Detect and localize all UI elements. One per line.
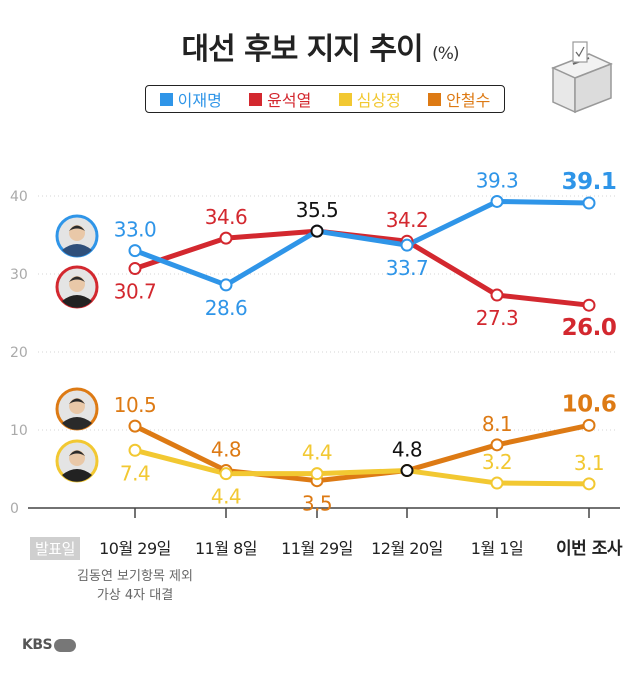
avatar-hair — [69, 276, 85, 282]
data-label: 33.0 — [114, 218, 157, 242]
data-label: 4.4 — [302, 441, 332, 465]
data-label: 4.4 — [211, 485, 241, 509]
data-point — [582, 477, 596, 491]
data-label: 28.6 — [205, 296, 248, 320]
chart-legend: 이재명 윤석열 심상정 안철수 — [145, 85, 505, 113]
legend-label: 안철수 — [446, 91, 491, 110]
avatar-body — [62, 469, 92, 482]
legend-item: 안철수 — [428, 87, 490, 111]
data-point — [219, 467, 233, 481]
chart-title: 대선 후보 지지 추이 (%) — [0, 24, 640, 68]
data-label: 27.3 — [476, 306, 519, 330]
data-label: 30.7 — [114, 280, 157, 304]
data-point — [400, 238, 414, 252]
legend-label: 심상정 — [356, 91, 401, 110]
y-tick-label: 40 — [10, 189, 28, 205]
data-label: 7.4 — [120, 461, 150, 485]
x-tick-label: 1월 1일 — [471, 539, 523, 558]
ballot-box-icon — [551, 41, 613, 114]
y-tick-label: 30 — [10, 267, 28, 283]
legend-swatch — [338, 92, 352, 106]
data-point — [490, 194, 504, 208]
series-line — [132, 198, 592, 288]
legend-item: 윤석열 — [249, 87, 311, 111]
data-point — [219, 278, 233, 292]
avatar-body — [62, 417, 92, 430]
chart-title-unit: (%) — [432, 44, 459, 64]
avatar-hair — [69, 450, 85, 456]
data-label: 39.1 — [562, 169, 617, 195]
legend-item: 이재명 — [159, 87, 222, 111]
data-label: 34.6 — [205, 205, 248, 229]
data-point — [490, 288, 504, 302]
publish-date-label: 발표일 — [30, 537, 80, 560]
data-label: 4.8 — [211, 438, 241, 462]
legend-item: 심상정 — [338, 87, 401, 111]
data-label: 39.3 — [476, 168, 519, 192]
data-label: 10.6 — [562, 391, 617, 417]
data-point — [128, 443, 142, 457]
kbs-logo-text: KBS — [22, 637, 53, 653]
data-point — [490, 476, 504, 490]
y-tick-label: 0 — [10, 501, 19, 517]
avatar-body — [62, 244, 92, 257]
data-point — [490, 438, 504, 452]
data-point — [219, 231, 233, 245]
data-point — [582, 196, 596, 210]
data-point — [582, 298, 596, 312]
y-tick-label: 20 — [10, 345, 28, 361]
x-tick-label: 이번 조사 — [556, 539, 623, 559]
data-point — [128, 244, 142, 258]
x-tick-label: 11월 29일 — [281, 539, 353, 558]
legend-swatch — [428, 92, 442, 106]
data-label: 4.8 — [392, 438, 422, 462]
data-point — [128, 419, 142, 433]
legend-label: 이재명 — [177, 91, 222, 110]
series-line — [132, 447, 592, 487]
y-tick-label: 10 — [10, 423, 28, 439]
data-point — [128, 262, 142, 276]
data-label: 3.2 — [482, 450, 512, 474]
series-line — [132, 422, 592, 484]
data-label: 35.5 — [296, 198, 339, 222]
x-tick-label: 10월 29일 — [99, 539, 171, 558]
data-point — [310, 467, 324, 481]
kbs-logo: KBS — [22, 637, 77, 653]
series-line — [132, 228, 592, 308]
data-point — [582, 418, 596, 432]
legend-label: 윤석열 — [267, 91, 312, 110]
data-label: 10.5 — [114, 393, 157, 417]
legend-swatch — [159, 92, 173, 106]
data-label: 26.0 — [562, 315, 617, 341]
intersection-point — [310, 224, 324, 238]
data-label: 3.5 — [302, 492, 332, 516]
data-label: 8.1 — [482, 412, 512, 436]
intersection-point — [400, 464, 414, 478]
chart-note-line-1: 김동연 보기항목 제외 — [77, 569, 193, 584]
data-label: 34.2 — [386, 208, 429, 232]
data-label: 33.7 — [386, 256, 429, 280]
x-tick-label: 12월 20일 — [371, 539, 443, 558]
legend-swatch — [249, 92, 263, 106]
x-tick-label: 11월 8일 — [195, 539, 257, 558]
avatar-hair — [69, 398, 85, 404]
data-label: 3.1 — [574, 451, 604, 475]
avatar-hair — [69, 225, 85, 231]
kbs-logo-mark — [54, 638, 77, 652]
chart-title-text: 대선 후보 지지 추이 — [181, 32, 423, 67]
avatar-body — [62, 295, 92, 308]
chart-note-line-2: 가상 4자 대결 — [96, 588, 174, 603]
